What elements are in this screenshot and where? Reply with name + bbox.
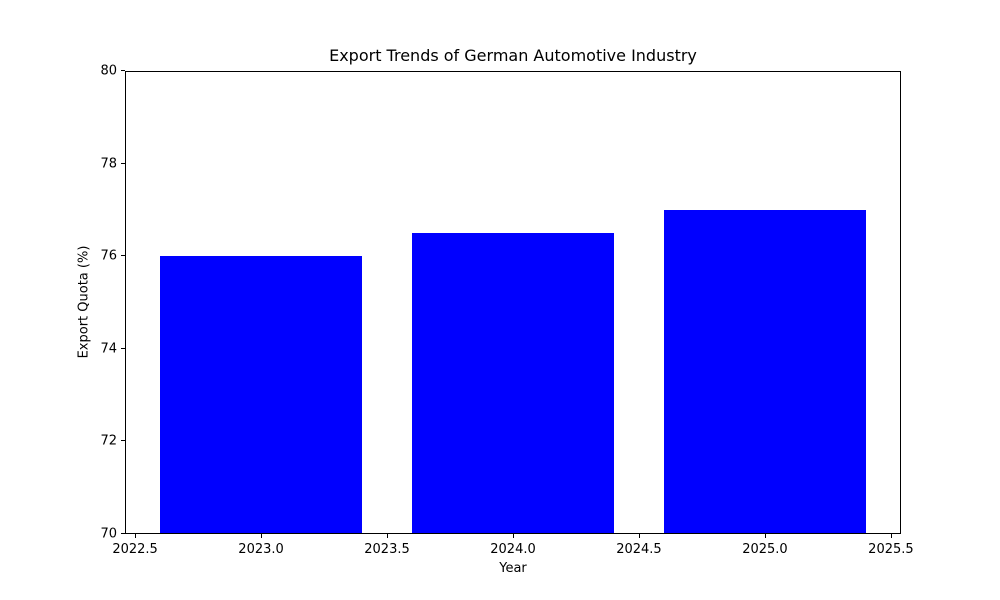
- x-tick-mark: [639, 534, 640, 538]
- y-tick-mark: [121, 533, 125, 534]
- x-tick-label: 2024.5: [616, 542, 662, 557]
- x-tick-mark: [891, 534, 892, 538]
- y-axis-label: Export Quota (%): [76, 245, 92, 359]
- x-tick-label: 2022.5: [112, 542, 158, 557]
- x-tick-mark: [387, 534, 388, 538]
- y-tick-mark: [121, 255, 125, 256]
- x-tick-mark: [765, 534, 766, 538]
- x-tick-mark: [135, 534, 136, 538]
- x-tick-label: 2025.0: [742, 542, 788, 557]
- bar-2023: [160, 256, 362, 533]
- x-tick-label: 2025.5: [868, 542, 914, 557]
- bar-2025: [664, 209, 866, 533]
- bar-2024: [412, 233, 614, 533]
- y-tick-label: 78: [100, 156, 117, 172]
- plot-area: [125, 71, 901, 534]
- chart-title: Export Trends of German Automotive Indus…: [329, 46, 697, 65]
- x-axis-label: Year: [499, 561, 527, 576]
- x-tick-mark: [513, 534, 514, 538]
- y-tick-label: 76: [100, 248, 117, 264]
- y-tick-mark: [121, 348, 125, 349]
- y-tick-mark: [121, 163, 125, 164]
- x-tick-mark: [261, 534, 262, 538]
- y-tick-mark: [121, 440, 125, 441]
- y-tick-mark: [121, 70, 125, 71]
- x-tick-label: 2023.5: [364, 542, 410, 557]
- y-tick-label: 80: [100, 63, 117, 79]
- y-tick-label: 72: [100, 433, 117, 449]
- y-tick-label: 70: [100, 526, 117, 542]
- y-tick-label: 74: [100, 341, 117, 357]
- x-tick-label: 2023.0: [238, 542, 284, 557]
- x-tick-label: 2024.0: [490, 542, 536, 557]
